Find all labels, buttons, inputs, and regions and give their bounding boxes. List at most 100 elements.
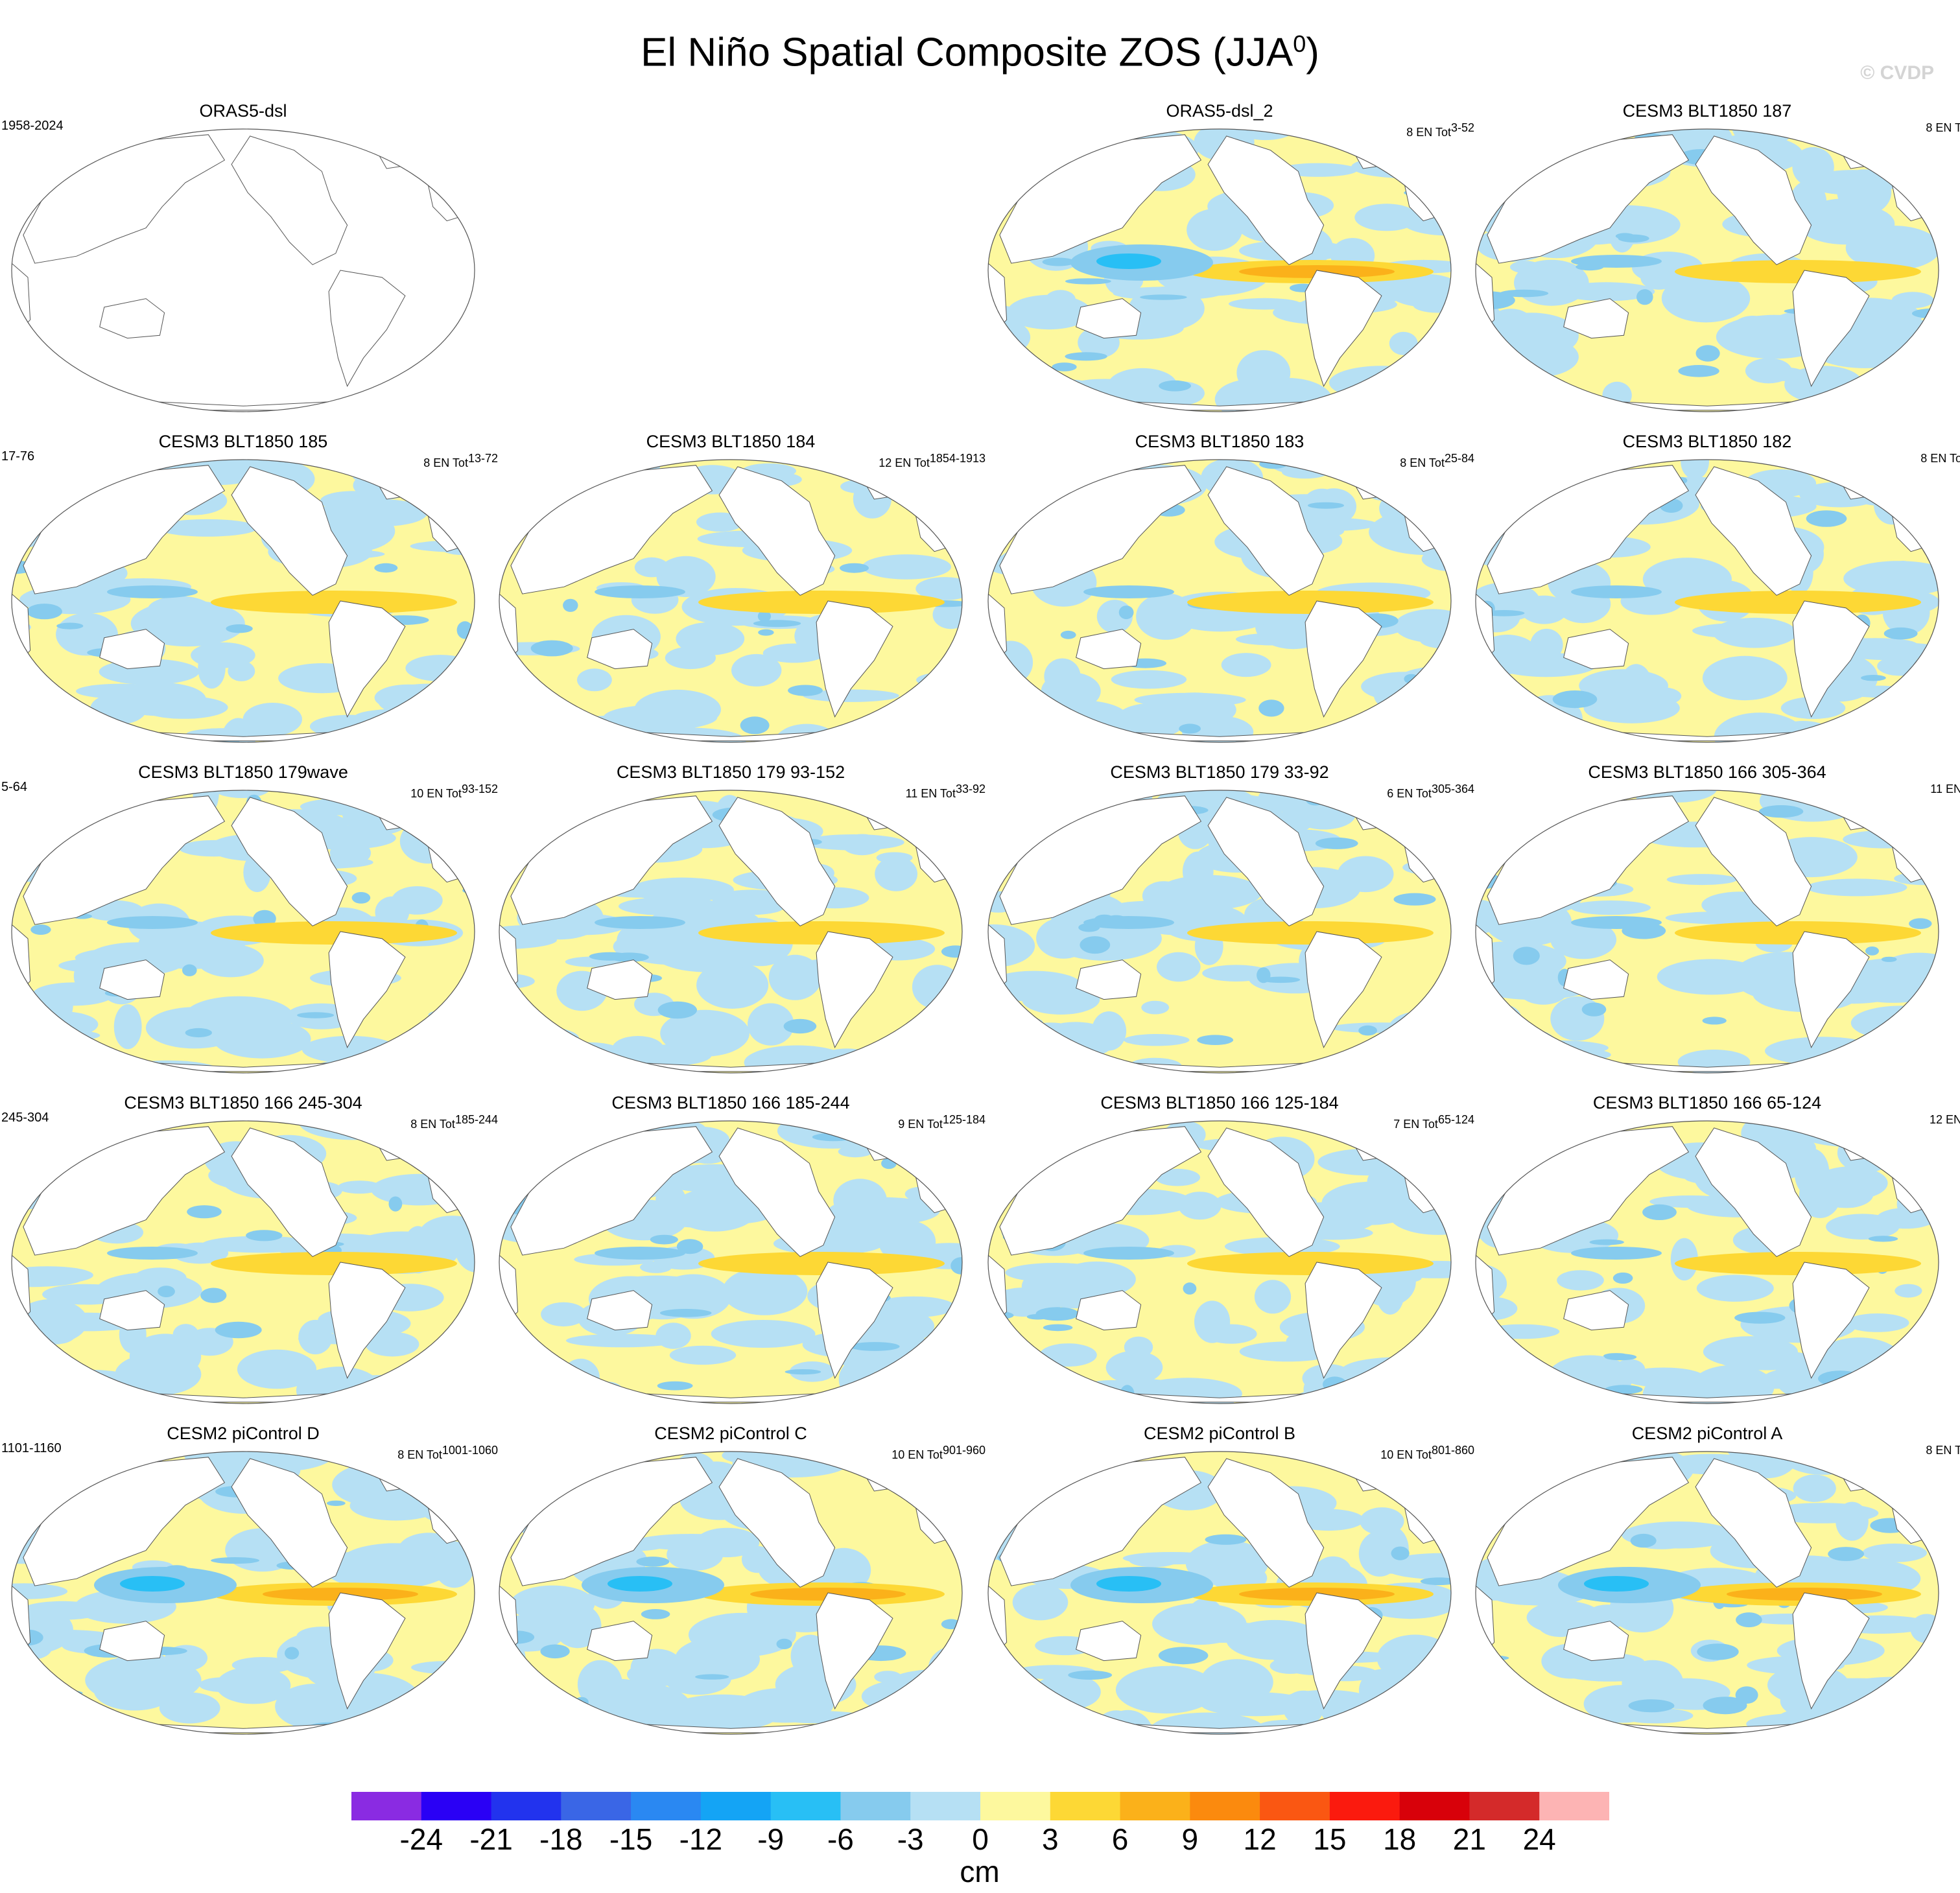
negative-anomaly-patch xyxy=(1089,129,1129,142)
west-pacific-cool-pool xyxy=(1083,1247,1174,1260)
negative-anomaly-patch xyxy=(1570,900,1651,915)
map-panel: CESM3 BLT1850 179 33-92 6 EN Tot305-364 xyxy=(976,762,1474,1079)
negative-anomaly-patch xyxy=(1354,204,1419,231)
negative-anomaly-patch xyxy=(1909,790,1939,813)
map-panel: ORAS5-dsl_2 8 EN Tot3-52 xyxy=(976,100,1474,418)
negative-anomaly-patch xyxy=(182,964,197,976)
event-count-text: 12 EN xyxy=(1929,1113,1960,1126)
negative-anomaly-patch xyxy=(1558,282,1655,301)
figure-title-superscript: 0 xyxy=(1293,30,1306,57)
negative-anomaly-patch xyxy=(541,1302,587,1327)
negative-anomaly-patch xyxy=(391,886,443,915)
event-count-text: 8 EN Tot xyxy=(1400,456,1445,469)
negative-anomaly-patch xyxy=(753,620,801,628)
negative-anomaly-patch xyxy=(1850,1365,1919,1387)
antarctica-landmass xyxy=(127,400,359,411)
negative-anomaly-patch xyxy=(1382,1553,1451,1580)
negative-anomaly-patch xyxy=(499,1468,546,1484)
map-panel: CESM3 BLT1850 184 12 EN Tot1854-1913 xyxy=(488,431,986,749)
negative-anomaly-patch xyxy=(842,460,882,466)
negative-anomaly-patch xyxy=(1317,1148,1421,1176)
west-pacific-cool-pool xyxy=(107,916,198,929)
negative-anomaly-patch xyxy=(1557,1049,1611,1061)
west-pacific-cool-pool xyxy=(1083,916,1174,929)
negative-anomaly-patch xyxy=(933,709,962,742)
negative-anomaly-patch xyxy=(1122,1552,1221,1565)
negative-anomaly-patch xyxy=(1134,692,1246,707)
negative-anomaly-patch xyxy=(1065,352,1107,361)
negative-anomaly-patch xyxy=(458,1472,475,1487)
negative-anomaly-patch xyxy=(200,1287,227,1303)
negative-anomaly-patch xyxy=(1157,952,1201,982)
negative-anomaly-patch xyxy=(1269,1658,1310,1674)
negative-anomaly-patch xyxy=(1718,1350,1817,1370)
south-america-landmass xyxy=(328,931,406,1049)
negative-anomaly-patch xyxy=(1530,628,1563,661)
next-panel-period: 901-960 xyxy=(942,1444,986,1457)
world-map xyxy=(499,1451,963,1735)
north-america-landmass xyxy=(1207,1127,1325,1257)
negative-anomaly-patch xyxy=(768,954,822,1000)
negative-anomaly-patch xyxy=(91,598,126,609)
negative-anomaly-patch xyxy=(566,1334,679,1348)
next-panel-period: 1001-1060 xyxy=(442,1444,498,1457)
negative-anomaly-patch xyxy=(213,790,271,798)
west-pacific-cool-core xyxy=(1096,253,1161,269)
negative-anomaly-patch xyxy=(1013,134,1048,156)
panel-title: CESM3 BLT1850 166 125-184 xyxy=(1100,1093,1339,1112)
north-america-landmass xyxy=(718,1458,836,1588)
negative-anomaly-patch xyxy=(1002,790,1056,797)
south-america-landmass xyxy=(1305,270,1382,388)
panel-title: CESM3 BLT1850 187 xyxy=(1622,101,1792,121)
negative-anomaly-patch xyxy=(1612,1272,1633,1284)
colorbar-tick-label: 0 xyxy=(972,1822,989,1856)
negative-anomaly-patch xyxy=(145,1007,244,1049)
negative-anomaly-patch xyxy=(954,965,962,980)
negative-anomaly-patch xyxy=(534,716,617,742)
world-map xyxy=(1475,459,1939,743)
negative-anomaly-patch xyxy=(1396,1715,1451,1734)
north-america-landmass xyxy=(1695,1458,1812,1588)
negative-anomaly-patch xyxy=(1603,1353,1629,1359)
negative-anomaly-patch xyxy=(894,1377,924,1404)
negative-anomaly-patch xyxy=(12,560,36,574)
negative-anomaly-patch xyxy=(1809,1678,1901,1690)
negative-anomaly-patch xyxy=(1642,1204,1677,1220)
negative-anomaly-patch xyxy=(1920,1055,1939,1070)
colorbar-segment xyxy=(491,1792,561,1820)
australia-landmass xyxy=(1563,1621,1629,1662)
australia-landmass xyxy=(1563,1290,1629,1331)
panel-title: CESM2 piControl D xyxy=(167,1424,320,1443)
colorbar-segment xyxy=(700,1792,772,1820)
world-map xyxy=(499,1120,963,1404)
negative-anomaly-patch xyxy=(445,832,475,846)
negative-anomaly-patch xyxy=(1861,675,1886,681)
negative-anomaly-patch xyxy=(1055,379,1155,408)
colorbar-tick-label: 24 xyxy=(1522,1822,1556,1856)
negative-anomaly-patch xyxy=(988,707,1059,742)
negative-anomaly-patch xyxy=(1615,233,1635,239)
negative-anomaly-patch xyxy=(1476,735,1500,742)
negative-anomaly-patch xyxy=(1415,1360,1451,1404)
event-count-text: 10 EN Tot xyxy=(1380,1448,1432,1461)
negative-anomaly-patch xyxy=(285,1647,300,1660)
negative-anomaly-patch xyxy=(156,519,258,537)
negative-anomaly-patch xyxy=(1476,469,1495,499)
negative-anomaly-patch xyxy=(672,1188,758,1232)
australia-landmass xyxy=(1563,959,1629,1000)
negative-anomaly-patch xyxy=(1792,147,1834,187)
negative-anomaly-patch xyxy=(12,476,100,499)
negative-anomaly-patch xyxy=(1197,1035,1234,1045)
negative-anomaly-patch xyxy=(1428,1647,1451,1685)
negative-anomaly-patch xyxy=(659,1309,712,1317)
negative-anomaly-patch xyxy=(405,469,475,491)
south-america-landmass xyxy=(816,1262,893,1380)
negative-anomaly-patch xyxy=(731,653,782,687)
negative-anomaly-patch xyxy=(561,1358,600,1397)
north-america-landmass xyxy=(231,1127,348,1257)
negative-anomaly-patch xyxy=(12,1381,49,1404)
negative-anomaly-patch xyxy=(1111,670,1187,689)
negative-anomaly-patch xyxy=(1183,851,1214,891)
negative-anomaly-patch xyxy=(788,685,823,696)
negative-anomaly-patch xyxy=(1918,1154,1939,1176)
